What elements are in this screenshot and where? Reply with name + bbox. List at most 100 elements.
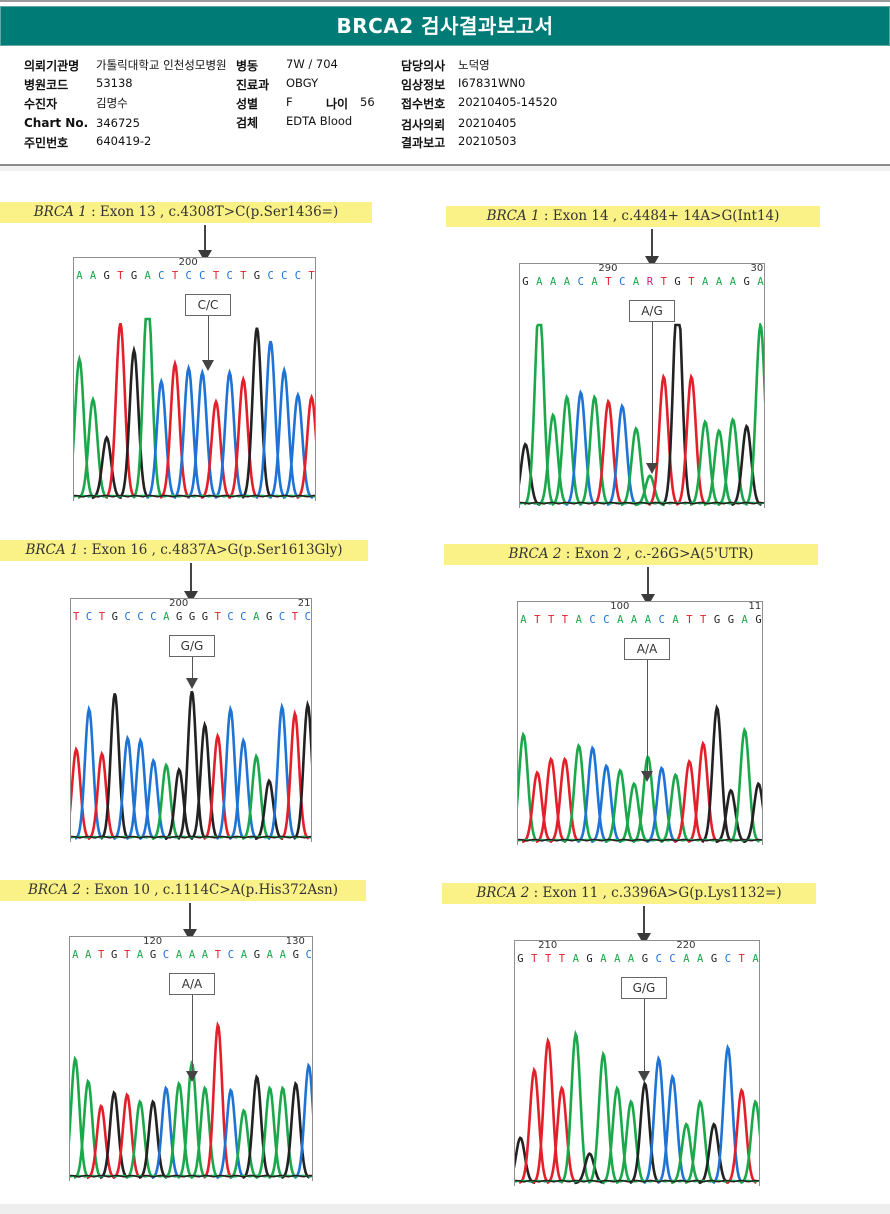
- base-call: T: [98, 611, 106, 623]
- peak-A: [563, 742, 595, 843]
- chromatogram-frame: A T T T A C C A A A C A T T G G A G 100 11 A/A: [517, 601, 763, 845]
- base-call: A: [627, 953, 635, 965]
- base-call: T: [688, 276, 695, 288]
- info-label: 병원코드: [24, 78, 69, 92]
- info-label: 담당의사: [401, 59, 446, 73]
- trace-baseline: [520, 501, 764, 505]
- base-call: C: [294, 270, 302, 282]
- peak-A: [551, 393, 583, 506]
- pointer-line: [647, 567, 649, 597]
- peak-C: [255, 340, 287, 499]
- peak-A: [177, 1060, 207, 1179]
- base-call: G: [727, 614, 735, 626]
- base-call: T: [561, 614, 569, 626]
- base-call: A: [520, 614, 527, 626]
- genotype-label: A/A: [624, 638, 670, 660]
- peak-A: [671, 1122, 702, 1185]
- peak-G: [731, 423, 762, 507]
- peak-A: [604, 768, 636, 844]
- chromatogram-frame: A A T G T A G C A A A T C A G A A G C 120 130 A/A: [69, 936, 313, 1181]
- base-call: T: [240, 270, 247, 282]
- base-call: A: [563, 276, 571, 288]
- peak-C: [643, 1055, 675, 1184]
- chromatogram-trace: [518, 704, 762, 844]
- peak-C: [712, 1043, 744, 1184]
- base-call: T: [700, 614, 707, 626]
- position-label: 200: [178, 257, 198, 268]
- peak-G: [242, 1074, 272, 1179]
- base-call: A: [72, 949, 79, 961]
- info-label: 의뢰기관명: [24, 59, 80, 73]
- trace-baseline: [70, 1174, 312, 1178]
- variant-caption: BRCA 1 : Exon 13 , c.4308T>C(p.Ser1436=): [0, 202, 372, 223]
- chromatogram-trace: [71, 690, 311, 841]
- peak-C: [186, 368, 218, 499]
- pointer-line: [643, 906, 645, 936]
- peak-A: [125, 1099, 155, 1180]
- base-call: C: [619, 276, 626, 288]
- peak-T: [546, 1085, 578, 1184]
- top-border: [0, 0, 890, 2]
- base-call: A: [175, 949, 183, 961]
- peak-A: [587, 1050, 619, 1184]
- peak-C: [565, 389, 597, 506]
- peak-T: [675, 373, 707, 506]
- base-call: C: [304, 611, 311, 623]
- peak-G: [138, 1099, 168, 1180]
- base-call: A: [614, 953, 621, 965]
- base-call: T: [686, 614, 693, 626]
- peak-T: [159, 358, 191, 499]
- peak-A: [601, 1085, 633, 1184]
- info-value: 20210503: [458, 134, 517, 148]
- genotype-pointer-arrow-icon: [186, 1070, 198, 1082]
- peak-T: [687, 740, 719, 843]
- position-label: 130: [285, 936, 305, 947]
- genotype-label: A/G: [629, 300, 675, 322]
- genotype-label: G/G: [169, 635, 215, 657]
- position-label: 100: [610, 601, 630, 612]
- section-divider-shadow: [0, 166, 890, 171]
- peak-T: [549, 756, 581, 844]
- info-value: 20210405: [458, 116, 517, 130]
- info-value: F: [286, 95, 293, 109]
- peak-T: [71, 746, 91, 840]
- peak-A: [241, 753, 271, 841]
- base-call: G: [292, 949, 299, 961]
- base-call: T: [544, 953, 552, 965]
- base-call: A: [741, 614, 748, 626]
- peak-C: [282, 391, 314, 499]
- base-call: C: [281, 270, 288, 282]
- position-label: 120: [143, 936, 163, 947]
- peak-T: [535, 756, 567, 844]
- base-call: C: [162, 949, 170, 961]
- peak-A: [164, 1080, 194, 1179]
- base-call: A: [266, 949, 273, 961]
- peak-G: [91, 435, 122, 500]
- peak-T: [518, 1066, 550, 1184]
- base-call: T: [738, 953, 745, 965]
- peak-G: [701, 704, 733, 843]
- genotype-label: G/G: [621, 977, 667, 999]
- peak-C: [113, 734, 142, 840]
- base-call: T: [308, 270, 315, 282]
- base-call: A: [600, 953, 607, 965]
- peak-T: [87, 750, 117, 841]
- base-call: C: [278, 611, 286, 623]
- base-call: C: [577, 276, 584, 288]
- peak-A: [560, 1029, 592, 1184]
- peak-C: [646, 765, 677, 844]
- chromatogram-trace: [520, 323, 764, 507]
- base-call: T: [212, 270, 220, 282]
- trace-baseline: [70, 1174, 312, 1178]
- base-call: A: [549, 276, 557, 288]
- bottom-strip: [0, 1204, 890, 1214]
- base-call: A: [188, 949, 196, 961]
- genotype-pointer-line: [192, 657, 193, 679]
- base-call: G: [149, 949, 157, 961]
- base-call: C: [150, 611, 157, 623]
- peak-A: [518, 731, 539, 843]
- info-value: 가톨릭대학교 인천성모병원: [96, 58, 227, 72]
- base-call: A: [89, 270, 97, 282]
- base-call: A: [729, 276, 737, 288]
- info-label: 나이: [326, 97, 349, 111]
